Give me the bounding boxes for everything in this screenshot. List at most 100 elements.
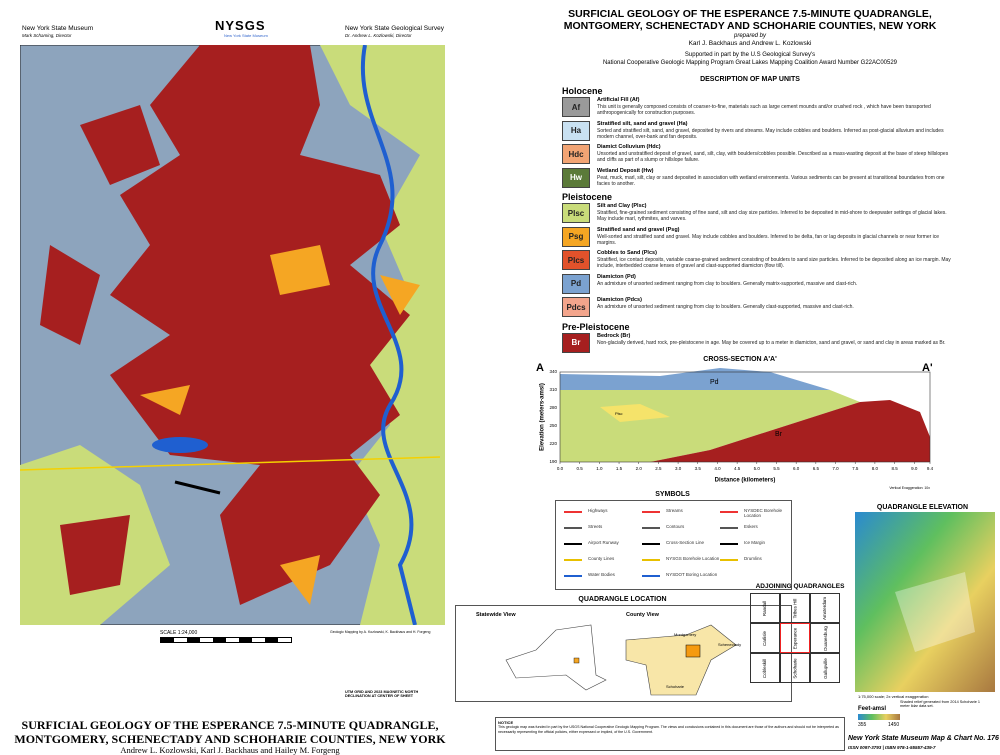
museum: New York State Museum [22,25,94,32]
symbols-title: SYMBOLS [655,491,690,498]
scale-bar [160,637,292,643]
symbol-swatch [642,575,660,577]
declination: UTM GRID AND 2023 MAGNETIC NORTH DECLINA… [345,690,419,698]
x-tick-label: 7.0 [832,466,839,471]
symbol-swatch [642,543,660,545]
statewide-label: Statewide View [476,612,516,618]
quad-cell: Carlisle [750,623,780,653]
quad-name: Tribes Hill [792,598,798,618]
x-tick-label: 2.5 [655,466,662,471]
quad-cell: Randall [750,593,780,623]
unit-name: Artificial Fill (Af) [597,97,640,103]
notice-text: This geologic map was funded in part by … [498,725,839,734]
unit-name: Stratified silt, sand and gravel (Ha) [597,120,688,127]
xs-left: A [536,362,544,374]
y-tick-label: 220 [549,441,557,446]
xs-unit-label: Pd [710,379,719,386]
symbol-label: Water Bodies [588,572,615,577]
quad-cell: Duanesburg [810,623,840,653]
unit-name: Diamict Colluvium (Hdc) [597,144,661,150]
x-tick-label: 3.0 [675,466,682,471]
quad-cell: Esperance [780,623,810,653]
quad-cell: Cobleskill [750,653,780,683]
unit-symbol: Ha [562,120,590,141]
county-name: Montgomery [674,632,697,637]
unit-symbol: Plsc [562,203,590,223]
y-tick-label: 190 [549,459,557,464]
map-unit: Hdc Diamict Colluvium (Hdc) Unsorted and u… [562,144,957,166]
location-title: QUADRANGLE LOCATION [578,596,667,603]
unit-symbol: Plcs [562,250,590,270]
elevation-ramp [858,714,900,720]
x-tick-label: 6.5 [813,466,820,471]
unit-symbol: Af [562,97,590,117]
unit-description: An admixture of unsorted sediment rangin… [597,280,858,287]
symbol-swatch [564,575,582,577]
quad-cell: Schoharie [780,653,810,683]
y-axis-label: Elevation (meters-amsl) [540,383,546,451]
unit-name: Bedrock (Br) [597,332,631,339]
quad-name: Carlisle [762,630,768,646]
x-tick-label: 5.5 [773,466,780,471]
quad-cell: Amsterdam [810,593,840,623]
county-name: Schenectady [718,642,742,647]
series: New York State Museum Map & Chart No. 17… [848,735,999,742]
symbol-label: Eskers [744,524,758,529]
x-tick-label: 3.5 [695,466,702,471]
group-header: Pleistocene [562,192,613,202]
unit-name: Cobbles to Sand (Plcs) [597,250,657,256]
symbol-swatch [642,511,660,513]
symbol-label: NYSDEC Borehole Location [744,508,783,518]
quad-cell: Gallupville [810,653,840,683]
museum-director: Mark Schaming, Director [22,33,72,38]
notice: NOTICE This geologic map was funded in p… [495,717,845,751]
logo: NYSGS [215,18,266,33]
map-unit: Br Bedrock (Br) Non-glacially derived, har… [562,332,957,355]
unit-name: Stratified sand and gravel (Psg) [597,226,680,233]
adjoining-grid: Randall Tribes Hill Amsterdam Carlisle Esper… [750,593,840,683]
unit-description: Stratified, ice contact deposits, variab… [597,257,951,269]
title-line1: SURFICIAL GEOLOGY OF THE ESPERANCE 7.5-M… [21,718,439,732]
unit-description: Stratified, fine-grained sediment consis… [597,210,947,222]
xs-right: A' [922,362,933,374]
symbol-swatch [720,511,738,513]
symbol-swatch [720,527,738,529]
quad-name: Amsterdam [822,596,828,620]
group-header: Holocene [562,86,603,96]
quad-name: Duanesburg [822,625,828,651]
authors: Andrew L. Kozlowski, Karl J. Backhaus an… [120,745,340,755]
elevation-legend-title: Feet-amsl [858,706,887,712]
county-label: County View [626,612,659,618]
x-tick-label: 0.0 [557,466,564,471]
elevation-scale: 1:75,000 scale; 2x vertical exaggeration [858,694,929,699]
symbol-label: NYSGS Borehole Location [666,556,720,561]
quad-name: Gallupville [822,657,828,679]
quad-cell: Tribes Hill [780,593,810,623]
unit-symbol: Pd [562,273,590,294]
x-tick-label: 4.0 [714,466,721,471]
right-title-2: MONTGOMERY, SCHENECTADY AND SCHOHARIE CO… [563,20,937,32]
x-tick-label: 8.5 [891,466,898,471]
unit-description: Unsorted and unstratified deposit of gra… [597,151,949,163]
x-tick-label: 9.0 [911,466,918,471]
elevation-map [855,512,995,692]
symbol-label: NYSDOT Boring Location [666,572,718,577]
symbol-label: Ice Margin [744,540,766,545]
x-tick-label: 6.0 [793,466,800,471]
survey-director: Dr. Andrew L. Kozlowski, Director [345,33,412,38]
x-tick-label: 2.0 [636,466,643,471]
symbol-label: Contours [666,524,685,529]
unit-symbol: Hdc [562,144,590,164]
geologic-map [20,45,445,625]
unit-name: Diamicton (Pd) [597,273,636,280]
unit-description: This unit is generally composed consists… [597,104,931,116]
symbol-swatch [720,559,738,561]
support2: National Cooperative Geologic Mapping Pr… [602,60,898,66]
xs-unit-label: Br [775,431,783,438]
x-tick-label: 7.5 [852,466,859,471]
xs-title: CROSS-SECTION A'A' [703,356,777,363]
map-unit: Pd Diamicton (Pd) An admixture of unsorted… [562,273,957,296]
symbol-label: Streams [666,508,683,513]
